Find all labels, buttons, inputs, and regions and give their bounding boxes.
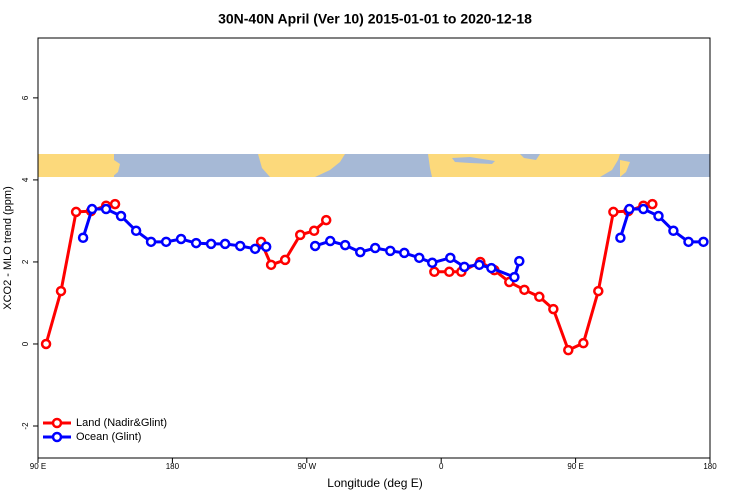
data-point <box>615 232 626 243</box>
data-point <box>77 232 89 243</box>
data-point <box>653 210 664 222</box>
data-point <box>260 241 272 253</box>
data-point <box>309 240 321 252</box>
data-point <box>647 198 658 210</box>
series-line <box>81 207 704 280</box>
map-strip <box>38 154 710 177</box>
data-point <box>638 203 649 215</box>
data-point <box>279 254 291 266</box>
data-point <box>474 259 485 271</box>
data-point <box>265 259 277 271</box>
data-point <box>40 338 52 350</box>
data-point <box>486 262 497 274</box>
legend-marker <box>51 417 63 429</box>
x-tick-label: 90 E <box>567 462 583 471</box>
data-point <box>234 240 246 252</box>
data-point <box>426 257 438 269</box>
data-point <box>294 229 306 241</box>
data-point <box>445 252 456 264</box>
data-point <box>593 285 604 297</box>
y-axis-label: XCO2 - MLO trend (ppm) <box>2 186 14 309</box>
data-point <box>86 203 98 215</box>
data-point <box>130 225 142 237</box>
data-point <box>698 236 709 248</box>
x-tick-label: 90 W <box>297 462 316 471</box>
data-point <box>624 203 635 215</box>
data-point <box>444 266 455 278</box>
data-point <box>668 225 679 237</box>
data-point <box>578 337 589 349</box>
data-point <box>324 235 336 247</box>
x-tick-label: 180 <box>166 462 180 471</box>
data-point <box>190 237 202 249</box>
x-tick-label: 0 <box>439 462 444 471</box>
data-point <box>109 198 121 210</box>
data-point <box>100 203 112 215</box>
legend-marker <box>51 431 63 443</box>
data-point <box>369 242 381 254</box>
data-point <box>399 247 410 259</box>
y-tick-label: 4 <box>21 177 30 182</box>
data-point <box>509 271 520 283</box>
data-point <box>385 245 396 257</box>
data-point <box>160 236 172 248</box>
chart-title: 30N-40N April (Ver 10) 2015-01-01 to 202… <box>218 11 532 27</box>
x-axis-label: Longitude (deg E) <box>327 476 422 490</box>
y-tick-label: -2 <box>21 422 30 430</box>
data-point <box>175 233 187 245</box>
plot-frame <box>37 37 711 459</box>
legend-label: Ocean (Glint) <box>76 431 141 443</box>
data-point <box>413 252 425 264</box>
data-point <box>519 284 530 296</box>
data-point <box>683 236 694 248</box>
data-point <box>548 303 559 315</box>
y-tick-label: 0 <box>21 341 30 346</box>
data-point <box>249 243 261 255</box>
data-point <box>429 266 440 278</box>
y-tick-label: 6 <box>21 95 30 100</box>
data-point <box>563 344 574 356</box>
data-point <box>355 246 366 258</box>
data-point <box>55 285 67 297</box>
data-point <box>115 210 127 222</box>
data-point <box>608 206 619 218</box>
data-point <box>534 291 545 303</box>
data-point <box>514 255 525 267</box>
y-tick-label: 2 <box>21 259 30 264</box>
data-point <box>320 214 332 226</box>
data-point <box>308 225 320 237</box>
x-tick-label: 90 E <box>30 462 46 471</box>
legend-label: Land (Nadir&Glint) <box>76 417 167 429</box>
data-point <box>339 239 351 251</box>
data-point <box>70 206 82 218</box>
x-tick-label: 180 <box>703 462 717 471</box>
data-point <box>205 238 217 250</box>
data-point <box>219 238 231 250</box>
data-point <box>145 236 157 248</box>
data-point <box>459 261 470 273</box>
